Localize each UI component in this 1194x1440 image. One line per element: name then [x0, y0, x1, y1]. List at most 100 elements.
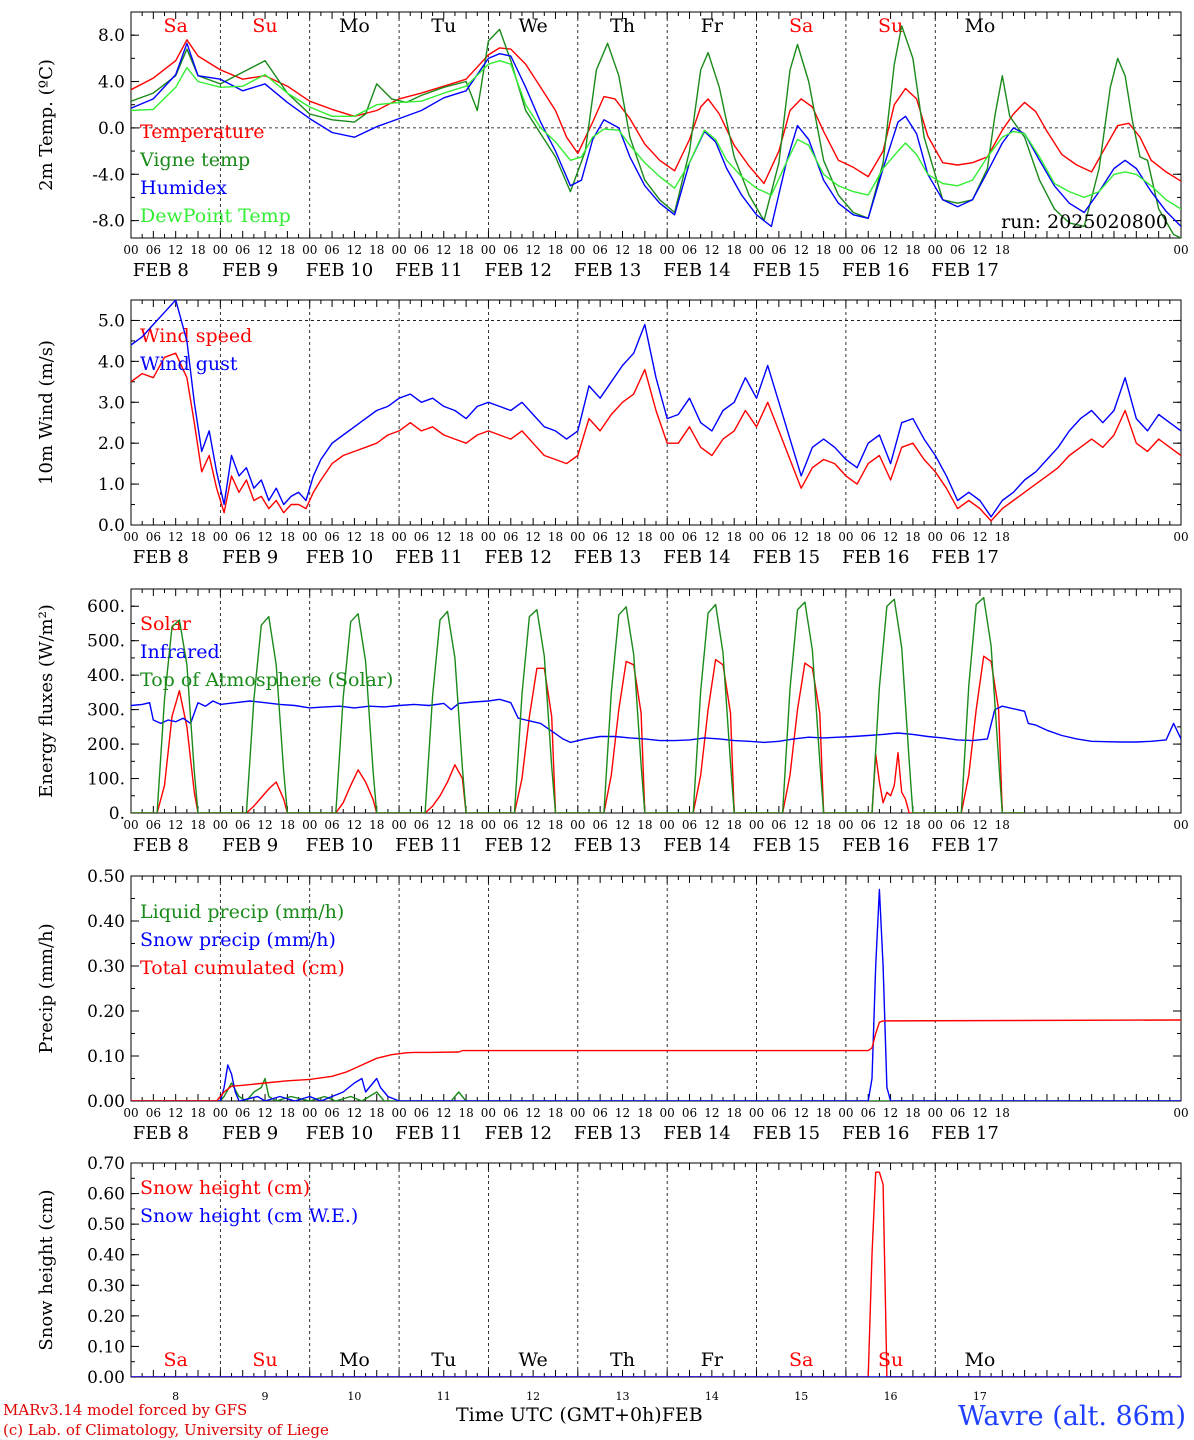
legend-entry: Top of Atmosphere (Solar): [140, 669, 393, 691]
series-line-solar: [131, 655, 1025, 813]
legend-entry: Wind gust: [140, 353, 238, 375]
x-tick-label: 18: [727, 818, 742, 832]
x-tick-label: 00: [391, 243, 406, 257]
x-tick-label: 12: [972, 818, 987, 832]
x-tick-label: 18: [190, 1106, 205, 1120]
x-date-label: FEB 13: [574, 835, 641, 856]
run-annotation: run: 2025020800: [1001, 211, 1168, 233]
x-date-label: FEB 17: [931, 1123, 998, 1144]
y-tick-label: 400.: [87, 666, 125, 686]
y-tick-label: 0.20: [87, 1002, 125, 1022]
x-tick-label: 06: [146, 243, 161, 257]
y-axis-label: 10m Wind (m/s): [36, 340, 57, 485]
x-tick-label: 12: [347, 1106, 362, 1120]
x-tick-label: 06: [861, 530, 876, 544]
x-tick-label: 18: [905, 530, 920, 544]
x-tick-label: 12: [257, 818, 272, 832]
x-tick-label: 12: [525, 1106, 540, 1120]
x-day-number: 12: [526, 1390, 540, 1403]
y-tick-label: 8.0: [98, 26, 125, 46]
x-tick-label: 18: [369, 818, 384, 832]
x-tick-label: 12: [615, 1106, 630, 1120]
x-tick-label: 12: [168, 243, 183, 257]
x-tick-label: 12: [883, 243, 898, 257]
day-abbr: Mo: [964, 15, 995, 37]
day-abbr: Su: [878, 1349, 903, 1371]
x-tick-label: 00: [570, 1106, 585, 1120]
x-date-label: FEB 16: [842, 1123, 909, 1144]
x-tick-label: 00: [123, 243, 138, 257]
day-abbr: Th: [610, 15, 635, 37]
x-date-label: FEB 10: [306, 1123, 373, 1144]
x-day-number: 8: [172, 1390, 179, 1403]
x-tick-label: 12: [972, 243, 987, 257]
day-abbr: Tu: [431, 15, 456, 37]
x-tick-label: 18: [548, 530, 563, 544]
x-date-label: FEB 9: [222, 1123, 278, 1144]
y-tick-label: 0.10: [87, 1337, 125, 1357]
x-tick-label: 12: [347, 243, 362, 257]
x-tick-label: 00: [928, 530, 943, 544]
x-tick-label: 12: [883, 818, 898, 832]
x-date-label: FEB 14: [663, 547, 730, 568]
x-tick-label: 12: [704, 1106, 719, 1120]
x-tick-label: 18: [369, 530, 384, 544]
x-tick-label: 06: [503, 818, 518, 832]
y-tick-label: -8.0: [92, 212, 125, 232]
x-tick-label: 06: [682, 818, 697, 832]
y-tick-label: 3.0: [98, 393, 125, 413]
y-tick-label: 0.40: [87, 912, 125, 932]
x-tick-label: 00: [213, 1106, 228, 1120]
x-tick-label: 06: [146, 1106, 161, 1120]
x-tick-label: 12: [972, 530, 987, 544]
x-tick-label: 06: [593, 818, 608, 832]
x-tick-label: 12: [436, 243, 451, 257]
x-axis-label: Time UTC (GMT+0h): [456, 1404, 662, 1426]
x-tick-label: 06: [324, 243, 339, 257]
x-date-label: FEB 14: [663, 1123, 730, 1144]
y-tick-label: 300.: [87, 701, 125, 721]
y-tick-label: 0.0: [98, 119, 125, 139]
x-tick-label: 00: [391, 530, 406, 544]
legend-entry: Total cumulated (cm): [140, 957, 345, 979]
x-tick-label: 18: [548, 1106, 563, 1120]
y-tick-label: 2.0: [98, 434, 125, 454]
x-tick-label: 06: [771, 818, 786, 832]
x-tick-label: 12: [436, 1106, 451, 1120]
x-tick-label: 00: [391, 1106, 406, 1120]
legend-entry: Humidex: [140, 177, 227, 199]
x-tick-label: 18: [637, 1106, 652, 1120]
y-tick-label: 0.40: [87, 1246, 125, 1266]
x-tick-label: 12: [436, 818, 451, 832]
x-tick-label: 00: [749, 818, 764, 832]
x-date-label: FEB 9: [222, 835, 278, 856]
y-tick-label: 600.: [87, 597, 125, 617]
legend-entry: Wind speed: [140, 325, 252, 347]
x-tick-label: 12: [436, 530, 451, 544]
x-tick-label: 00: [660, 530, 675, 544]
x-tick-label: 00: [1173, 530, 1188, 544]
x-tick-label: 06: [146, 818, 161, 832]
x-date-label: FEB 15: [753, 835, 820, 856]
x-tick-label: 00: [660, 818, 675, 832]
x-tick-label: 00: [1173, 1106, 1188, 1120]
x-tick-label: 12: [525, 818, 540, 832]
day-abbr: Su: [252, 1349, 277, 1371]
x-tick-label: 06: [593, 530, 608, 544]
x-tick-label: 18: [905, 1106, 920, 1120]
x-date-label: FEB 15: [753, 260, 820, 281]
x-tick-label: 06: [235, 1106, 250, 1120]
x-tick-label: 12: [883, 530, 898, 544]
x-tick-label: 06: [682, 243, 697, 257]
x-tick-label: 18: [727, 1106, 742, 1120]
y-tick-label: 0.: [109, 804, 125, 824]
y-tick-label: 0.50: [87, 867, 125, 887]
y-tick-label: 0.20: [87, 1307, 125, 1327]
legend-entry: Infrared: [140, 641, 220, 663]
x-tick-label: 18: [458, 1106, 473, 1120]
x-date-label: FEB 11: [395, 260, 462, 281]
x-date-label: FEB 8: [133, 1123, 189, 1144]
x-tick-label: 00: [928, 1106, 943, 1120]
y-tick-label: 0.70: [87, 1154, 125, 1174]
